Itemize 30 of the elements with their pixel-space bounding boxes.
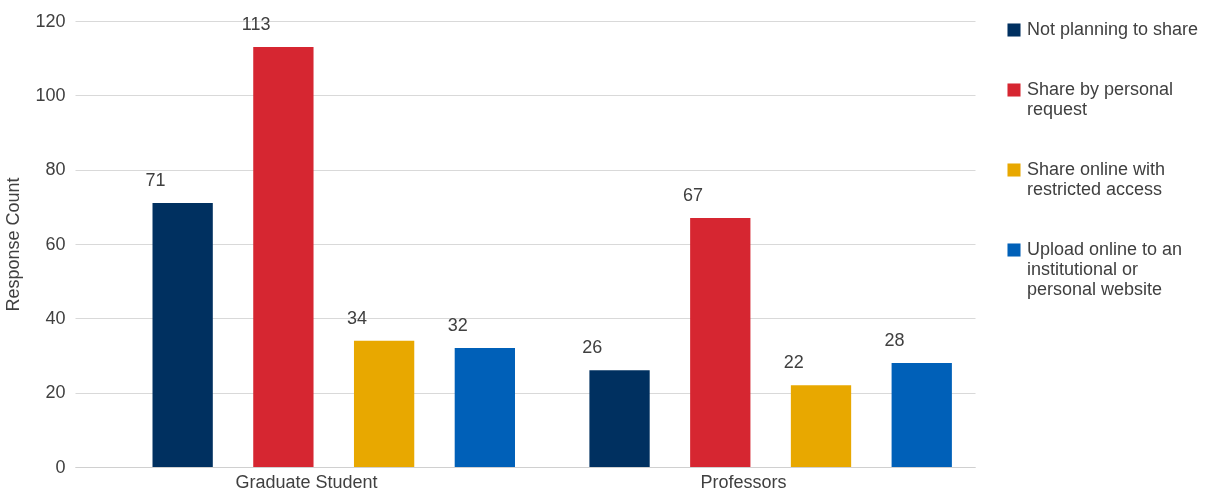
y-tick-label: 120	[35, 10, 66, 31]
data-label: 22	[783, 352, 804, 373]
bar	[454, 348, 515, 467]
bar	[353, 340, 415, 467]
y-tick-label: 40	[45, 307, 66, 328]
legend-label: Share by personal request	[1027, 79, 1174, 119]
data-label: 34	[346, 307, 367, 328]
y-axis-title: Response Count	[3, 177, 24, 312]
y-tick-label: 100	[35, 84, 66, 105]
data-label: 28	[884, 329, 905, 350]
y-tick-label: 20	[45, 382, 66, 403]
bar	[891, 362, 952, 467]
bar	[589, 370, 650, 467]
legend-label: Share online with restricted access	[1027, 159, 1166, 199]
legend-label: Upload online to an institutional or personal website	[1027, 239, 1183, 299]
data-label: 71	[145, 170, 166, 191]
y-tick-label: 80	[45, 159, 66, 180]
y-tick-label: 60	[45, 233, 66, 254]
data-label: 67	[683, 184, 704, 205]
bar	[253, 47, 314, 467]
y-tick-label: 0	[55, 456, 66, 477]
x-tick-label: Graduate Student	[235, 471, 378, 492]
bar	[152, 203, 213, 467]
data-label: 32	[447, 315, 468, 336]
legend-label: Not planning to share	[1027, 19, 1199, 39]
x-tick-label: Professors	[700, 471, 787, 492]
data-label: 26	[582, 337, 603, 358]
bar	[690, 217, 751, 467]
bar	[790, 385, 852, 467]
data-label: 113	[241, 14, 271, 35]
